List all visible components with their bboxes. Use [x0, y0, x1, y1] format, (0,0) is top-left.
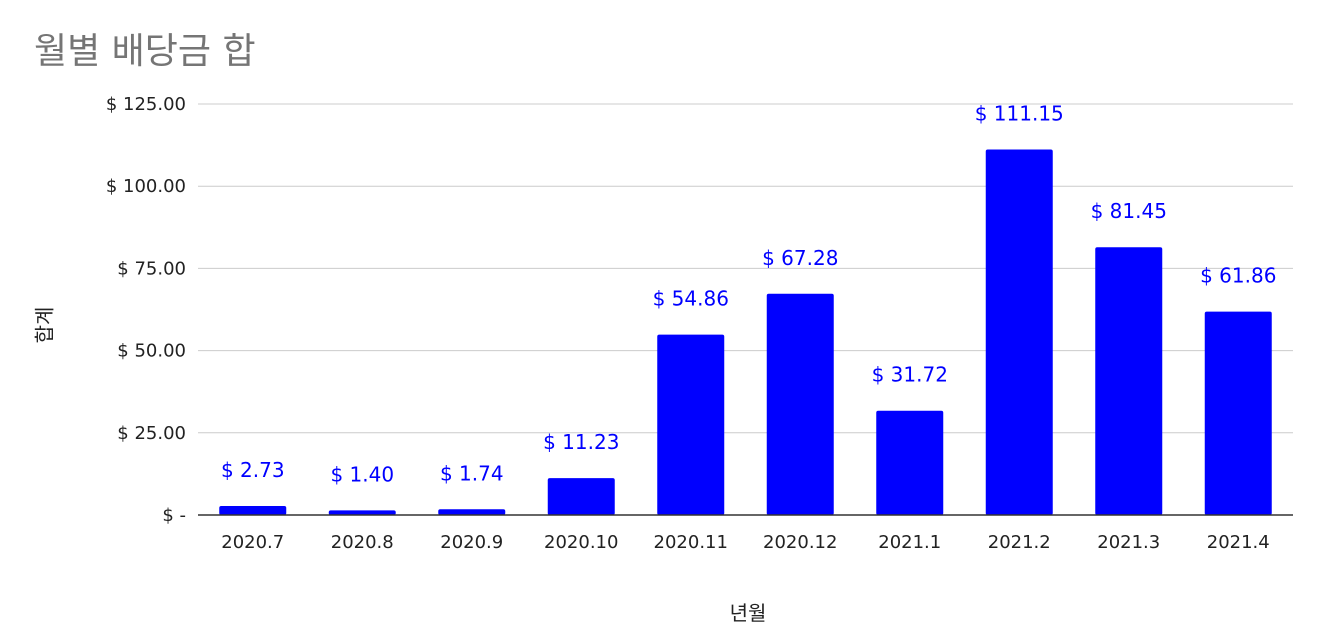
bar — [1204, 311, 1272, 515]
data-label: $ 31.72 — [872, 363, 948, 387]
x-tick-label: 2021.2 — [988, 532, 1051, 553]
bar — [1095, 247, 1163, 516]
bar — [766, 293, 834, 515]
x-tick-label: 2020.10 — [544, 532, 618, 553]
x-axis-title: 년월 — [729, 601, 767, 625]
data-label: $ 54.86 — [653, 287, 729, 311]
y-tick-label: $ 75.00 — [117, 258, 186, 279]
x-tick-label: 2021.3 — [1097, 532, 1160, 553]
chart-title: 월별 배당금 합 — [34, 31, 256, 72]
x-tick-label: 2020.7 — [221, 532, 284, 553]
x-tick-label: 2020.12 — [763, 532, 837, 553]
data-label: $ 2.73 — [221, 458, 285, 482]
bars — [219, 149, 1272, 516]
bar — [547, 478, 615, 515]
x-tick-labels: 2020.7 2020.8 2020.9 2020.10 2020.11 2020.12 2… — [221, 532, 1269, 553]
y-tick-label: $ 25.00 — [117, 423, 186, 444]
bar — [328, 510, 396, 515]
data-label: $ 11.23 — [543, 430, 619, 454]
x-tick-label: 2021.4 — [1207, 532, 1270, 553]
data-labels: $ 2.73 $ 1.40 $ 1.74 $ 11.23 $ 54.86 $ 67.28 $… — [221, 102, 1276, 487]
x-tick-label: 2020.11 — [654, 532, 728, 553]
y-tick-label: $ - — [162, 505, 186, 526]
data-label: $ 81.45 — [1091, 199, 1167, 223]
data-label: $ 61.86 — [1200, 264, 1276, 288]
data-label: $ 67.28 — [762, 246, 838, 270]
y-tick-labels: $ - $ 25.00 $ 50.00 $ 75.00 $ 100.00 $ 125.00 — [106, 94, 186, 526]
x-tick-label: 2020.9 — [440, 532, 503, 553]
x-tick-label: 2020.8 — [331, 532, 394, 553]
y-tick-label: $ 100.00 — [106, 176, 186, 197]
bar — [657, 334, 725, 515]
data-label: $ 111.15 — [975, 102, 1064, 126]
data-label: $ 1.40 — [330, 462, 394, 486]
data-label: $ 1.74 — [440, 461, 504, 485]
x-tick-label: 2021.1 — [878, 532, 941, 553]
bar — [438, 509, 506, 515]
bar — [219, 506, 287, 515]
y-tick-label: $ 125.00 — [106, 94, 186, 115]
bar — [985, 149, 1053, 515]
y-tick-label: $ 50.00 — [117, 341, 186, 362]
bar — [876, 410, 944, 515]
